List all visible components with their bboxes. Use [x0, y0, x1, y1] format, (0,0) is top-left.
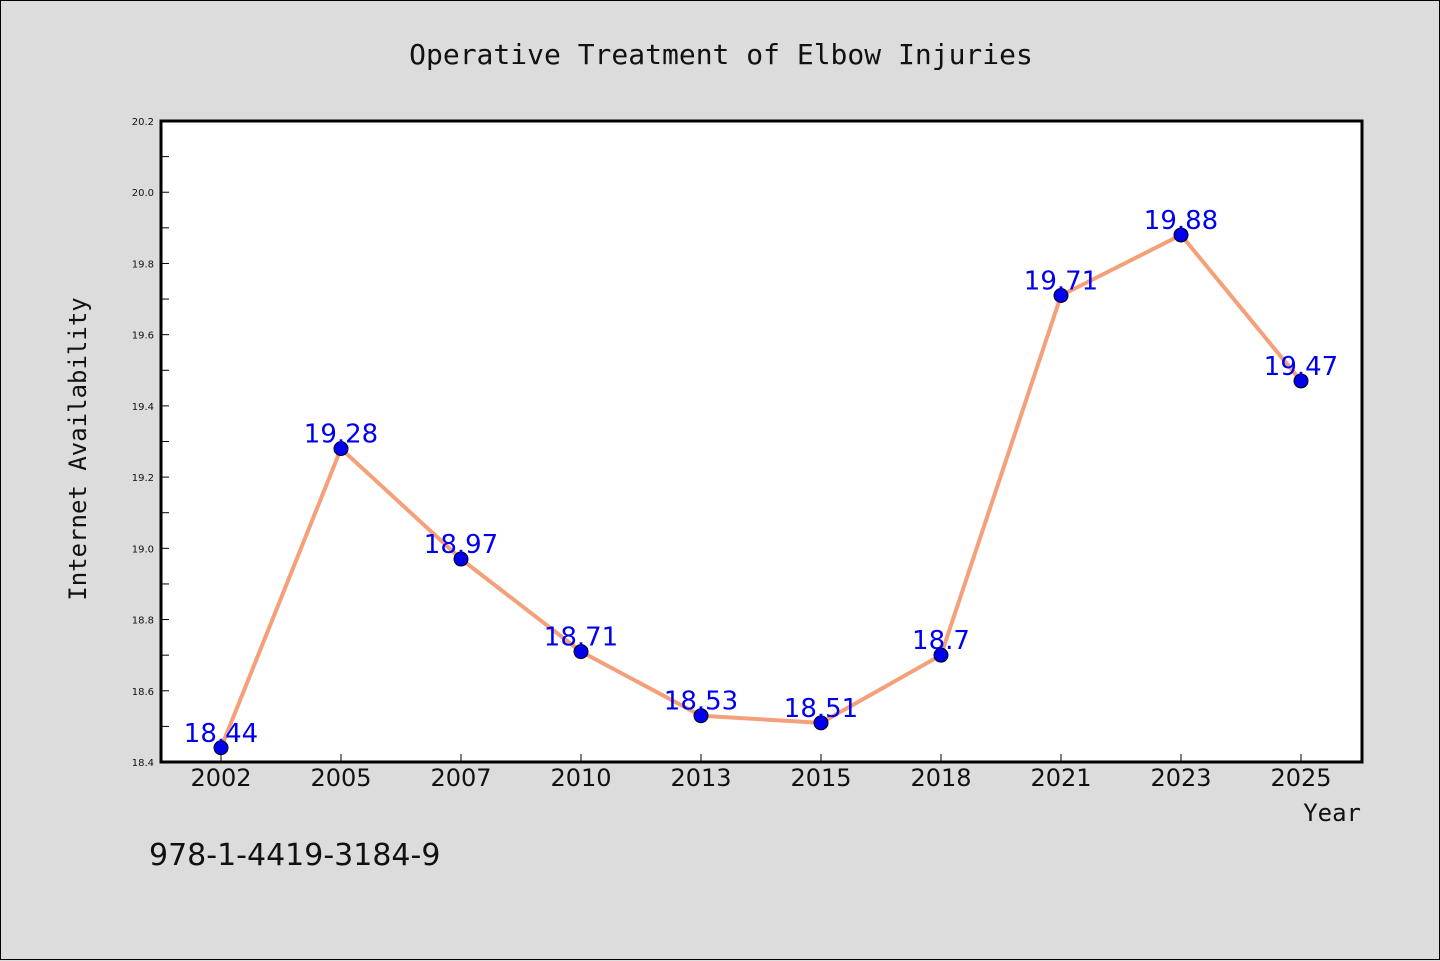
data-label: 18.97: [424, 530, 498, 560]
data-label: 18.44: [184, 719, 258, 749]
data-point: [333, 441, 349, 457]
y-tick-label: 19.0: [132, 544, 154, 555]
y-tick-label: 19.2: [132, 473, 154, 484]
data-point: [453, 551, 469, 567]
y-tick-label: 19.6: [132, 331, 154, 342]
data-label: 18.7: [912, 626, 970, 656]
x-tick-label: 2025: [1270, 764, 1331, 792]
data-point: [573, 644, 589, 660]
x-axis-label: Year: [1303, 799, 1361, 827]
series-line: [219, 232, 1303, 750]
data-label: 19.71: [1024, 266, 1098, 296]
data-label: 19.88: [1144, 206, 1218, 236]
data-point: [1293, 373, 1309, 389]
x-tick-label: 2007: [430, 764, 491, 792]
y-tick-label: 19.8: [132, 259, 154, 270]
y-axis-label: Internet Availability: [64, 297, 92, 600]
y-tick-label: 20.0: [132, 188, 154, 199]
y-tick-label: 18.6: [132, 687, 154, 698]
x-tick-label: 2023: [1150, 764, 1211, 792]
data-label: 19.47: [1264, 352, 1338, 382]
data-labels: 18.44 19.28 18.97 18.71 18.53 18.51 18.7 19.71 1…: [184, 206, 1338, 749]
data-point: [213, 740, 229, 756]
x-axis: 2002 2005 2007 2010 2013 2015 2018 2021 2023 2025: [190, 754, 1332, 792]
y-axis: 18.4 18.6 18.8 19.0 19.2 19.4 19.6 19.8 20.0 20.2: [132, 117, 169, 769]
isbn-text: 978-1-4419-3184-9: [149, 838, 440, 873]
y-tick-label: 18.4: [132, 758, 154, 769]
data-label: 18.53: [664, 687, 738, 717]
data-point: [1173, 227, 1189, 243]
data-label: 18.71: [544, 623, 618, 653]
data-point: [1053, 287, 1069, 303]
plot-area: [159, 119, 1364, 764]
x-tick-label: 2005: [310, 764, 371, 792]
y-tick-label: 20.2: [132, 117, 154, 128]
chart-title: Operative Treatment of Elbow Injuries: [409, 38, 1033, 71]
y-tick-label: 18.8: [132, 616, 154, 627]
data-point: [693, 708, 709, 724]
x-tick-label: 2010: [550, 764, 611, 792]
data-point: [933, 647, 949, 663]
x-tick-label: 2021: [1030, 764, 1091, 792]
x-tick-label: 2015: [790, 764, 851, 792]
series-line-group: [213, 227, 1309, 756]
x-tick-label: 2002: [190, 764, 251, 792]
data-label: 18.51: [784, 694, 858, 724]
x-tick-label: 2013: [670, 764, 731, 792]
x-tick-label: 2018: [910, 764, 971, 792]
data-label: 19.28: [304, 420, 378, 450]
y-tick-label: 19.4: [132, 402, 154, 413]
data-point: [813, 715, 829, 731]
